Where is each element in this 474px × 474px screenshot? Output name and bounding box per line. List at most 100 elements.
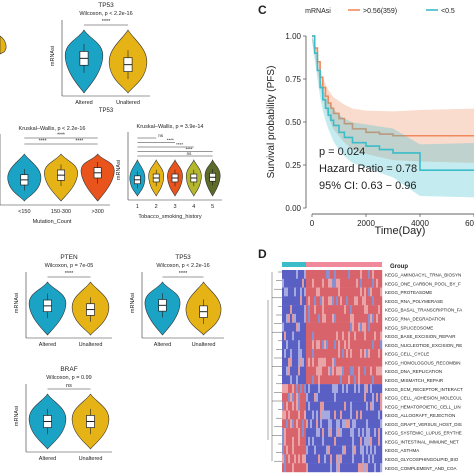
heatmap-cell — [328, 384, 331, 394]
heatmap-cell — [364, 349, 367, 359]
heatmap-cell — [318, 401, 321, 411]
heatmap-cell — [320, 313, 323, 323]
heatmap-cell — [282, 287, 285, 297]
heatmap-cell — [328, 366, 331, 376]
x-tick-label: 1 — [136, 204, 139, 210]
heatmap-cell — [312, 463, 315, 473]
x-tick-label: 2 — [155, 204, 158, 210]
heatmap-cell — [312, 445, 315, 455]
km-y-tick-label: 0.75 — [285, 75, 301, 84]
heatmap-cell — [306, 445, 309, 455]
heatmap-cell — [324, 287, 327, 297]
heatmap-cell — [296, 270, 299, 279]
heatmap-cell — [368, 349, 371, 359]
heatmap-cell — [288, 270, 291, 279]
km-y-tick-label: 0.50 — [285, 118, 301, 127]
heatmap-cell — [310, 375, 313, 385]
heatmap-cell — [332, 419, 335, 429]
heatmap-cell — [322, 375, 325, 385]
heatmap-cell — [380, 392, 383, 402]
heatmap-cell — [318, 357, 321, 367]
heatmap-cell — [376, 340, 379, 350]
heatmap-cell — [302, 340, 305, 350]
heatmap-cell — [312, 410, 315, 420]
heatmap-cell — [284, 322, 287, 332]
stat-label: Kruskal–Wallis, p = 3.9e-14 — [137, 124, 204, 130]
heatmap-cell — [368, 401, 371, 411]
heatmap-cell — [312, 313, 315, 323]
heatmap-cell — [298, 270, 301, 279]
heatmap-cell — [366, 322, 369, 332]
heatmap-cell — [332, 384, 335, 394]
heatmap-cell — [372, 331, 375, 341]
heatmap-cell — [282, 340, 285, 350]
heatmap-cell — [340, 296, 343, 306]
heatmap-cell — [326, 322, 329, 332]
heatmap-cell — [310, 366, 313, 376]
heatmap-cell — [324, 436, 327, 446]
heatmap-cell — [316, 454, 319, 464]
heatmap-cell — [322, 322, 325, 332]
heatmap-cell — [346, 313, 349, 323]
heatmap-cell — [332, 322, 335, 332]
heatmap-cell — [334, 463, 337, 473]
x-tick-label: Altered — [39, 342, 56, 348]
heatmap-cell — [348, 349, 351, 359]
heatmap-cell — [374, 445, 377, 455]
heatmap-cell — [296, 349, 299, 359]
heatmap-cell — [288, 349, 291, 359]
heatmap-cell — [314, 436, 317, 446]
heatmap-cell — [374, 357, 377, 367]
heatmap-cell — [300, 463, 303, 473]
heatmap-cell — [294, 454, 297, 464]
heatmap-cell — [282, 375, 285, 385]
heatmap-cell — [282, 322, 285, 332]
heatmap-cell — [340, 419, 343, 429]
heatmap-cell — [372, 278, 375, 288]
heatmap-cell — [288, 305, 291, 315]
heatmap-cell — [374, 287, 377, 297]
heatmap-cell — [332, 410, 335, 420]
km-annotation: 95% CI: 0.63 − 0.96 — [319, 180, 417, 192]
heatmap-cell — [298, 340, 301, 350]
heatmap-cell — [294, 357, 297, 367]
heatmap-cell — [352, 270, 355, 279]
heatmap-cell — [322, 331, 325, 341]
heatmap-cell — [302, 331, 305, 341]
heatmap-cell — [300, 454, 303, 464]
heatmap-cell — [296, 322, 299, 332]
heatmap-cell — [362, 270, 365, 279]
heatmap-cell — [322, 278, 325, 288]
heatmap-cell — [348, 357, 351, 367]
heatmap-cell — [336, 366, 339, 376]
heatmap-cell — [344, 419, 347, 429]
heatmap-cell — [290, 331, 293, 341]
heatmap-cell — [362, 375, 365, 385]
heatmap-cell — [338, 322, 341, 332]
heatmap-cell — [330, 322, 333, 332]
heatmap-cell — [324, 454, 327, 464]
heatmap-cell — [322, 296, 325, 306]
heatmap-cell — [360, 375, 363, 385]
heatmap-cell — [326, 436, 329, 446]
panel-letter-c: C — [258, 3, 267, 17]
heatmap-cell — [358, 331, 361, 341]
heatmap-cell — [314, 366, 317, 376]
heatmap-cell — [354, 331, 357, 341]
heatmap-cell — [324, 410, 327, 420]
heatmap-cell — [344, 270, 347, 279]
heatmap-cell — [360, 401, 363, 411]
heatmap-cell — [326, 445, 329, 455]
heatmap-cell — [326, 375, 329, 385]
heatmap-cell — [380, 296, 383, 306]
heatmap-cell — [378, 278, 381, 288]
heatmap-cell — [298, 428, 301, 438]
heatmap-cell — [304, 305, 307, 315]
heatmap-cell — [320, 305, 323, 315]
heatmap-cell — [288, 340, 291, 350]
heatmap-cell — [334, 331, 337, 341]
heatmap-cell — [286, 436, 289, 446]
heatmap-cell — [320, 287, 323, 297]
heatmap-cell — [380, 357, 383, 367]
heatmap-cell — [374, 375, 377, 385]
